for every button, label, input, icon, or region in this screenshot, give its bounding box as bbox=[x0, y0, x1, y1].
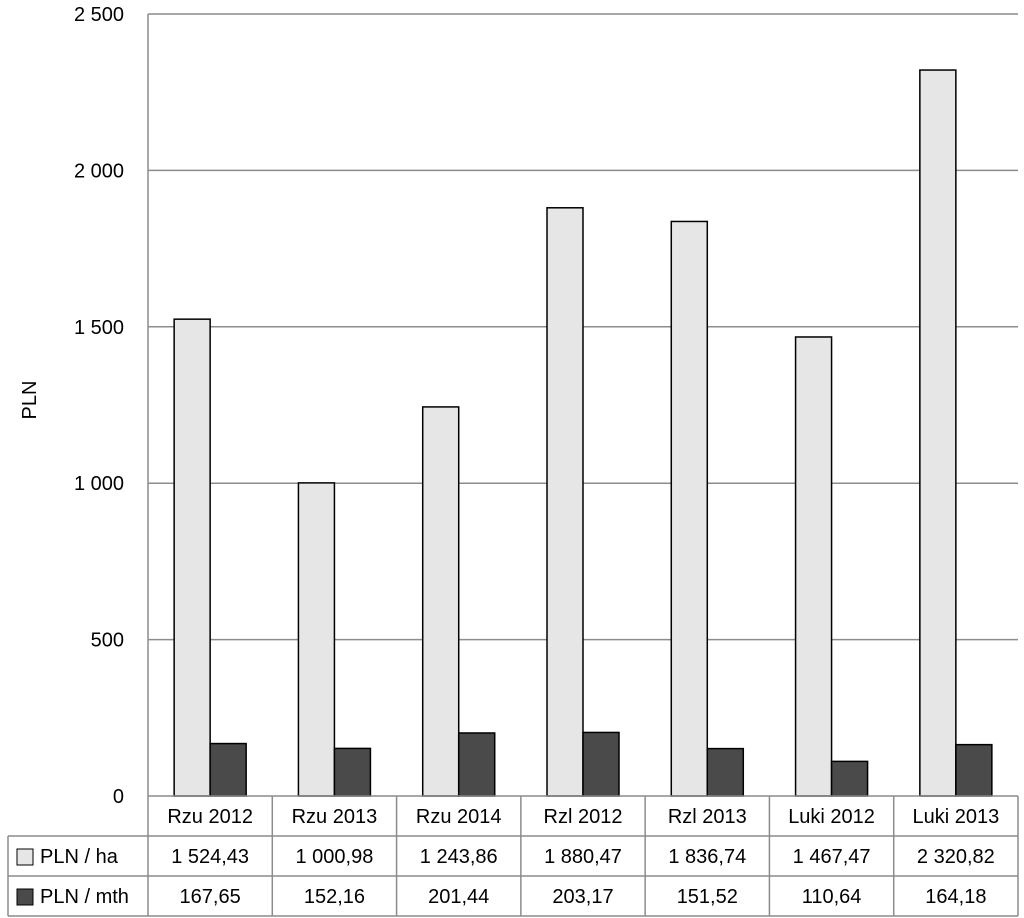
category-label: Rzu 2013 bbox=[292, 806, 378, 828]
y-tick-label: 2 500 bbox=[74, 4, 124, 26]
data-label: 1 000,98 bbox=[295, 846, 373, 868]
bar bbox=[706, 747, 745, 797]
data-label: 203,17 bbox=[552, 886, 613, 908]
y-tick-label: 500 bbox=[91, 630, 124, 652]
data-label: 201,44 bbox=[428, 886, 489, 908]
bars bbox=[173, 69, 993, 797]
category-label: Rzu 2014 bbox=[416, 806, 502, 828]
data-label: 2 320,82 bbox=[917, 846, 995, 868]
bar bbox=[582, 731, 620, 797]
legend-label: PLN / ha bbox=[40, 846, 119, 868]
bar bbox=[955, 743, 993, 797]
bar bbox=[457, 732, 496, 797]
bar bbox=[333, 747, 372, 797]
category-label: Rzl 2012 bbox=[544, 806, 623, 828]
legend-swatch bbox=[16, 848, 34, 866]
bar bbox=[919, 69, 957, 797]
bar bbox=[830, 760, 869, 797]
bar bbox=[173, 318, 211, 797]
bar bbox=[297, 482, 336, 797]
y-tick-label: 1 500 bbox=[74, 317, 124, 339]
category-label: Rzu 2012 bbox=[167, 806, 253, 828]
bar bbox=[546, 207, 584, 797]
category-label: Luki 2012 bbox=[788, 806, 875, 828]
y-tick-label: 2 000 bbox=[74, 160, 124, 182]
data-label: 167,65 bbox=[180, 886, 241, 908]
data-label: 1 880,47 bbox=[544, 846, 622, 868]
category-label: Rzl 2013 bbox=[668, 806, 747, 828]
data-label: 110,64 bbox=[802, 886, 862, 908]
data-label: 1 524,43 bbox=[171, 846, 249, 868]
y-axis-title: PLN bbox=[19, 381, 41, 420]
data-label: 1 243,86 bbox=[420, 846, 498, 868]
data-label: 164,18 bbox=[925, 886, 986, 908]
y-axis: 0 500 1 000 1 500 2 000 2 500 bbox=[74, 4, 149, 808]
bar bbox=[209, 742, 247, 797]
bar bbox=[421, 406, 460, 797]
bar bbox=[670, 220, 709, 797]
legend-label: PLN / mth bbox=[40, 886, 129, 908]
data-label: 151,52 bbox=[677, 886, 738, 908]
bar bbox=[794, 336, 833, 797]
data-label: 1 836,74 bbox=[668, 846, 746, 868]
data-label: 152,16 bbox=[304, 886, 365, 908]
legend-swatch bbox=[16, 888, 34, 906]
y-tick-label: 0 bbox=[113, 786, 124, 808]
category-label: Luki 2013 bbox=[912, 806, 999, 828]
data-label: 1 467,47 bbox=[793, 846, 871, 868]
y-tick-label: 1 000 bbox=[74, 473, 124, 495]
data-table: Rzu 2012 Rzu 2013 Rzu 2014 Rzl 2012 Rzl 2013… bbox=[7, 795, 1019, 917]
